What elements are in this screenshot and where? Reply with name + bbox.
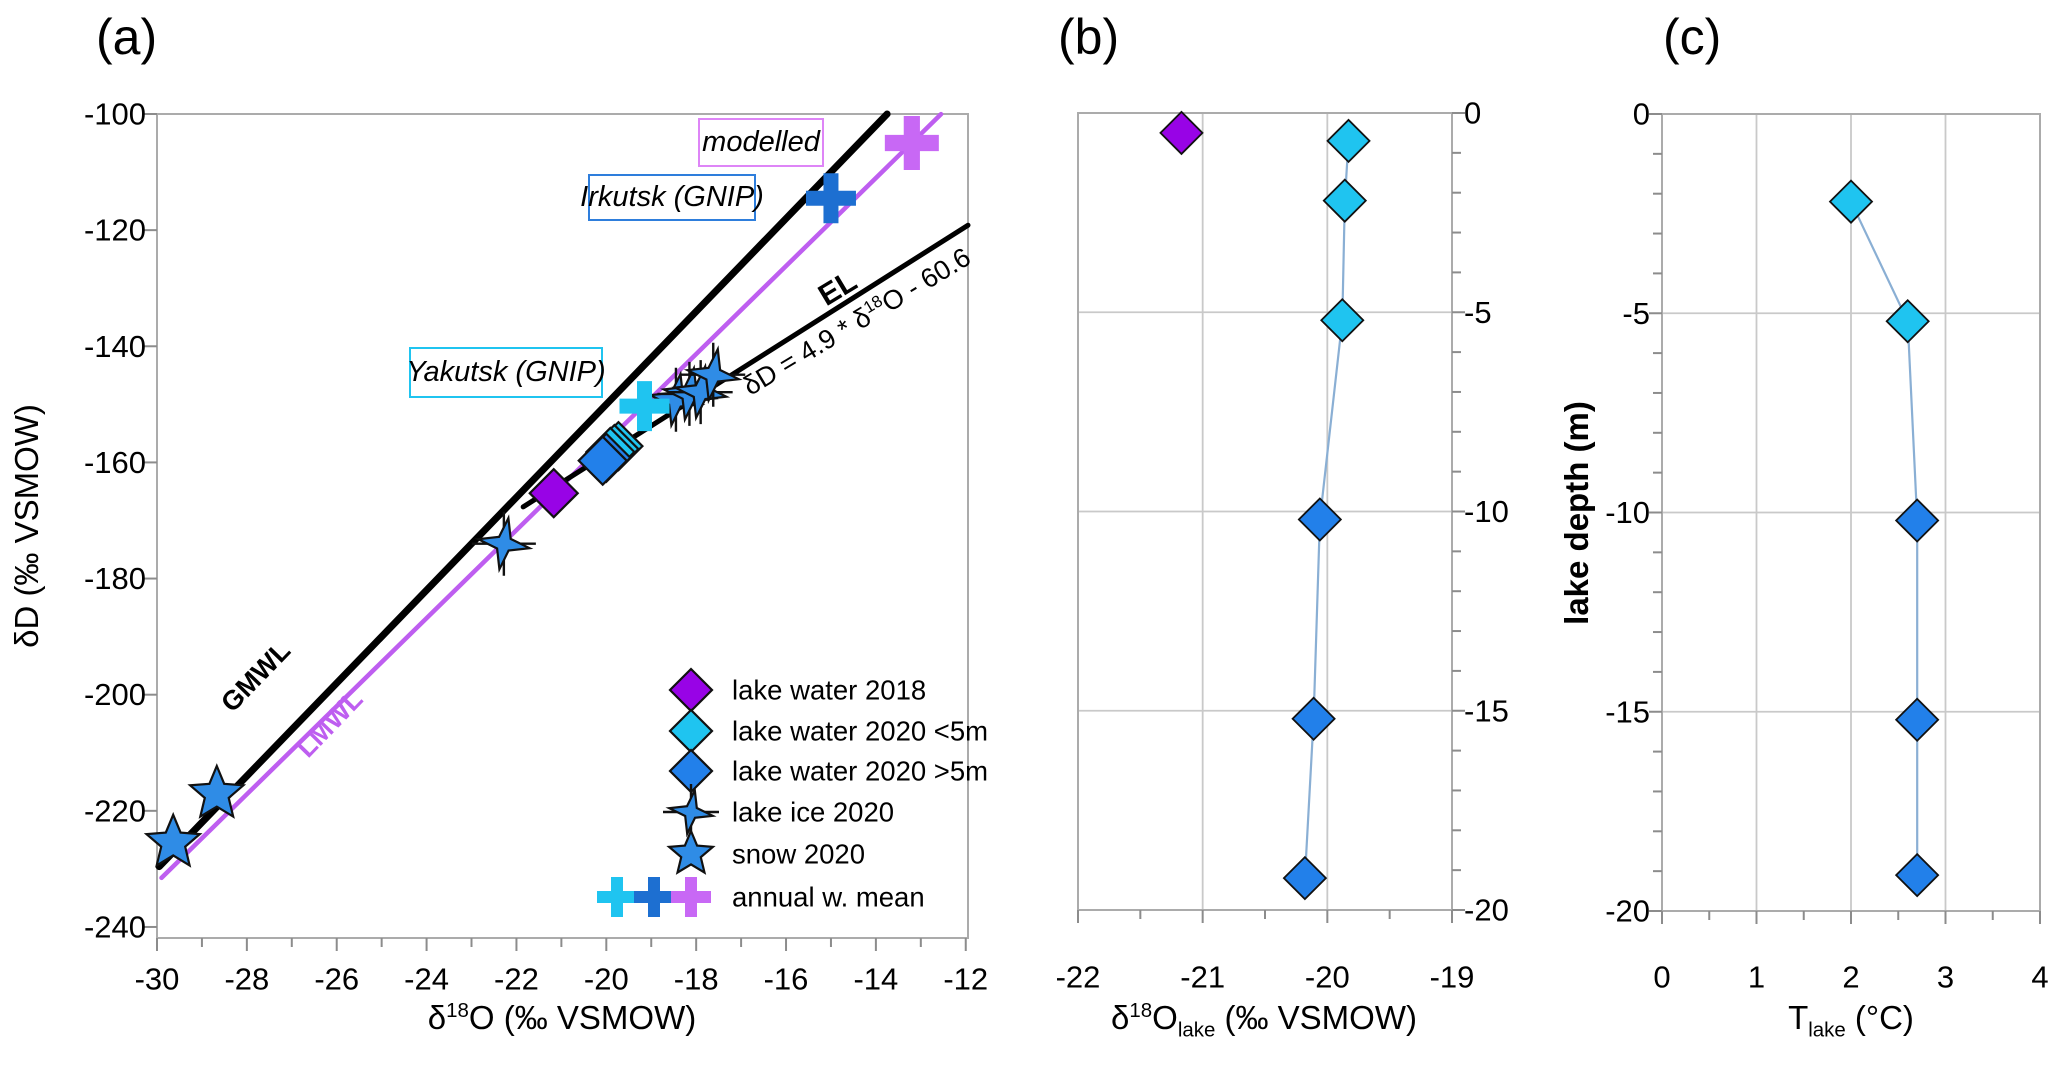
star-marker (187, 763, 247, 819)
y-axis-tick-label: -15 (1464, 693, 1509, 728)
y-axis-tick-label: -20 (1605, 894, 1650, 929)
y-axis-tick-label: -5 (1622, 296, 1650, 331)
irkutsk-gnip-annotation-box: Irkutsk (GNIP) (580, 174, 764, 221)
panel-a-x-axis-title: δ18O (‰ VSMOW) (428, 999, 696, 1037)
diamond-marker (1885, 298, 1930, 344)
x-title-part: δ (427, 999, 447, 1036)
ice-star-marker (474, 514, 534, 574)
x-title-part: T (1788, 999, 1809, 1036)
plus-marker (619, 381, 670, 432)
x-axis-tick-label: -26 (314, 962, 359, 997)
x-axis-tick-label: -28 (224, 962, 269, 997)
y-axis-tick-label: -180 (84, 561, 146, 596)
modelled-annotation-box: modelled (698, 118, 824, 167)
diamond-marker (1894, 852, 1940, 898)
panel-b-x-axis-title: δ18Olake (‰ VSMOW) (1111, 999, 1417, 1040)
star-marker (143, 811, 203, 868)
x-title-superscript: 18 (446, 999, 469, 1022)
panel-a-y-axis-title: δD (‰ VSMOW) (8, 404, 45, 648)
plus-marker (884, 116, 939, 171)
diamond-marker (1894, 498, 1940, 543)
y-axis-tick-label: -200 (84, 677, 146, 712)
y-axis-tick-label: -10 (1464, 494, 1509, 529)
diamond-marker (1894, 697, 1940, 742)
x-axis-tick-label: -22 (494, 962, 539, 997)
x-axis-tick-label: -19 (1430, 960, 1475, 995)
y-axis-tick-label: -120 (84, 213, 146, 248)
x-axis-tick-label: -14 (853, 962, 898, 997)
legend-item-label: lake water 2018 (732, 675, 926, 706)
x-title-subscript: lake (1808, 1018, 1846, 1042)
x-axis-tick-label: 1 (1748, 960, 1765, 995)
ice-star-marker (683, 345, 743, 405)
y-axis-tick-label: 0 (1464, 96, 1481, 131)
x-axis-tick-label: -18 (674, 962, 719, 997)
diamond-marker (1291, 696, 1336, 741)
y-axis-tick-label: -100 (84, 97, 146, 132)
y-axis-tick-label: -15 (1605, 694, 1650, 729)
x-axis-tick-label: 3 (1937, 960, 1954, 995)
panel-c-letter: (c) (1663, 9, 1722, 65)
y-axis-tick-label: -10 (1605, 495, 1650, 530)
diamond-marker (1282, 855, 1328, 901)
x-axis-tick-label: -16 (764, 962, 809, 997)
legend-item-label: lake water 2020 <5m (732, 716, 988, 747)
panel-a-letter: (a) (96, 9, 158, 65)
y-axis-tick-label: 0 (1633, 97, 1650, 132)
diamond-marker (1326, 118, 1371, 164)
legend-item-label: annual w. mean (732, 882, 925, 913)
diamond-marker (1322, 178, 1368, 223)
plot-border (156, 113, 969, 939)
y-axis-tick-label: -220 (84, 793, 146, 828)
x-title-subscript: lake (1177, 1018, 1216, 1042)
x-axis-tick-label: -12 (943, 962, 988, 997)
diamond-marker (668, 708, 714, 754)
x-title-superscript: 18 (1129, 999, 1153, 1022)
diamond-marker (577, 435, 629, 487)
x-title-part: O (‰ VSMOW) (468, 999, 697, 1036)
panel-c-x-axis-title: Tlake (°C) (1788, 999, 1914, 1040)
plus-marker (634, 877, 674, 917)
plus-marker (671, 877, 711, 917)
y-axis-tick-label: -240 (84, 909, 146, 944)
diamond-marker (1159, 110, 1204, 156)
x-axis-tick-label: -20 (1305, 960, 1350, 995)
gmwl-line (155, 110, 891, 871)
x-axis-tick-label: 2 (1842, 960, 1859, 995)
star-marker (666, 828, 716, 875)
y-axis-tick-label: -140 (84, 329, 146, 364)
ice-star-marker (665, 786, 717, 838)
diamond-marker (528, 467, 580, 519)
x-title-part: δ (1111, 999, 1130, 1036)
x-axis-tick-label: -22 (1056, 960, 1101, 995)
panel-c-y-axis-title: lake depth (m) (1558, 401, 1595, 625)
x-axis-tick-label: 4 (2031, 960, 2048, 995)
x-axis-tick-label: -30 (135, 962, 180, 997)
x-axis-tick-label: -24 (404, 962, 449, 997)
legend-item-label: lake ice 2020 (732, 797, 894, 828)
plus-marker (805, 173, 856, 224)
y-axis-tick-label: -5 (1464, 295, 1492, 330)
x-title-part: (°C) (1845, 999, 1914, 1036)
y-axis-tick-label: -20 (1464, 893, 1509, 928)
legend-item-label: snow 2020 (732, 839, 865, 870)
x-title-part: (‰ VSMOW) (1215, 999, 1417, 1036)
x-axis-tick-label: -21 (1180, 960, 1225, 995)
y-axis-tick-label: -160 (84, 445, 146, 480)
plus-marker (597, 877, 637, 917)
diamond-marker (1297, 497, 1343, 542)
yakutsk-gnip-annotation-box: Yakutsk (GNIP) (406, 347, 606, 398)
diamond-marker (1320, 297, 1365, 343)
x-title-part: O (1152, 999, 1178, 1036)
panel-b-letter: (b) (1058, 9, 1120, 65)
x-axis-tick-label: -20 (584, 962, 629, 997)
x-axis-tick-label: 0 (1653, 960, 1670, 995)
diamond-marker (668, 667, 714, 713)
legend-item-label: lake water 2020 >5m (732, 756, 988, 787)
diamond-marker (1828, 179, 1874, 224)
